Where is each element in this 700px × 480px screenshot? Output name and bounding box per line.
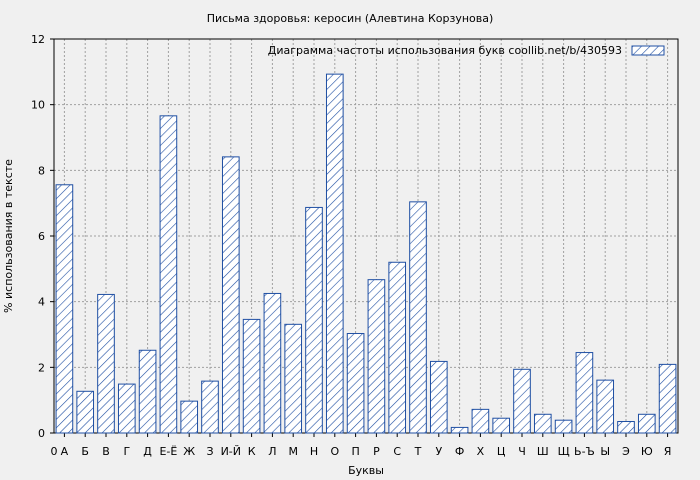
x-tick-label: У (435, 445, 442, 458)
bar-Ж (180, 400, 199, 434)
bar-Е-Ё (159, 115, 178, 434)
x-tick-label: Х (477, 445, 485, 458)
bar-Щ (554, 419, 573, 434)
y-tick-label: 6 (38, 230, 45, 243)
legend: Диаграмма частоты использования букв coo… (268, 44, 665, 57)
x-tick-label: Л (268, 445, 276, 458)
bar-Т (409, 201, 427, 434)
x-tick-label: Т (414, 445, 422, 458)
bar-Л (263, 292, 282, 434)
x-tick-label: А (61, 445, 69, 458)
y-tick-label: 8 (38, 164, 45, 177)
x-tick-label: Г (123, 445, 130, 458)
x-tick-label: Ы (600, 445, 610, 458)
bar-Д (138, 349, 157, 434)
y-tick-label: 4 (38, 296, 45, 309)
bar-П (346, 333, 365, 434)
x-tick-label: Ф (455, 445, 464, 458)
y-tick-label: 0 (38, 427, 45, 440)
y-axis-label: % использования в тексте (2, 159, 15, 313)
x-tick-label: Е-Ё (159, 445, 177, 458)
x-tick-label: Ш (537, 445, 549, 458)
x-axis: А Б В Г Д Е-Ё Ж З И-Й К Л М Н О П Р С Т У Ф Х Ц Ч Ш Щ Ь-Ъ Ы Э Ю Я (61, 433, 672, 458)
x-origin-label: 0 (51, 445, 58, 458)
y-tick-label: 2 (38, 361, 45, 374)
y-tick-label: 10 (31, 99, 45, 112)
x-tick-label: В (102, 445, 110, 458)
bar-О (325, 73, 344, 434)
y-tick-label: 12 (31, 33, 45, 46)
x-tick-label: М (288, 445, 298, 458)
bar-Ц (492, 417, 511, 434)
x-tick-label: С (393, 445, 401, 458)
bar-Э (617, 421, 635, 434)
x-tick-label: П (351, 445, 359, 458)
bar-Ш (533, 413, 552, 434)
bar-Х (471, 408, 490, 434)
bar-З (201, 380, 219, 434)
bar-Р (367, 279, 386, 434)
y-axis: 0 2 4 6 8 10 12 (31, 33, 54, 440)
bar-Я (658, 363, 677, 434)
bar-Ь-Ъ (575, 352, 594, 434)
x-tick-label: О (330, 445, 339, 458)
bars (55, 73, 677, 434)
x-tick-label: Ч (518, 445, 526, 458)
x-tick-label: З (206, 445, 213, 458)
x-tick-label: Я (664, 445, 672, 458)
bar-Н (305, 206, 323, 434)
x-tick-label: Э (622, 445, 630, 458)
bar-Ч (513, 368, 531, 434)
x-tick-label: Щ (558, 445, 570, 458)
x-tick-label: Р (373, 445, 380, 458)
x-tick-label: Ю (641, 445, 653, 458)
legend-swatch (631, 45, 665, 56)
x-tick-label: И-Й (221, 445, 241, 458)
x-tick-label: Д (143, 445, 152, 458)
x-tick-label: Ц (497, 445, 506, 458)
bar-С (388, 261, 407, 434)
x-tick-label: Ь-Ъ (574, 445, 595, 458)
legend-label: Диаграмма частоты использования букв coo… (268, 44, 622, 57)
x-tick-label: Н (310, 445, 318, 458)
x-axis-label: Буквы (348, 464, 384, 477)
x-tick-label: К (248, 445, 256, 458)
bar-Ы (596, 379, 615, 434)
x-tick-label: Б (81, 445, 89, 458)
bar-Ю (637, 413, 656, 434)
bar-К (242, 318, 261, 434)
bar-У (429, 360, 448, 434)
bar-И-Й (221, 156, 240, 434)
bar-Ф (450, 426, 469, 434)
chart-title: Письма здоровья: керосин (Алевтина Корзу… (207, 12, 494, 25)
bar-М (284, 323, 303, 434)
bar-А (55, 184, 74, 434)
bar-Г (117, 383, 136, 434)
x-tick-label: Ж (183, 445, 195, 458)
bar-В (97, 293, 115, 434)
bar-Б (76, 390, 95, 434)
